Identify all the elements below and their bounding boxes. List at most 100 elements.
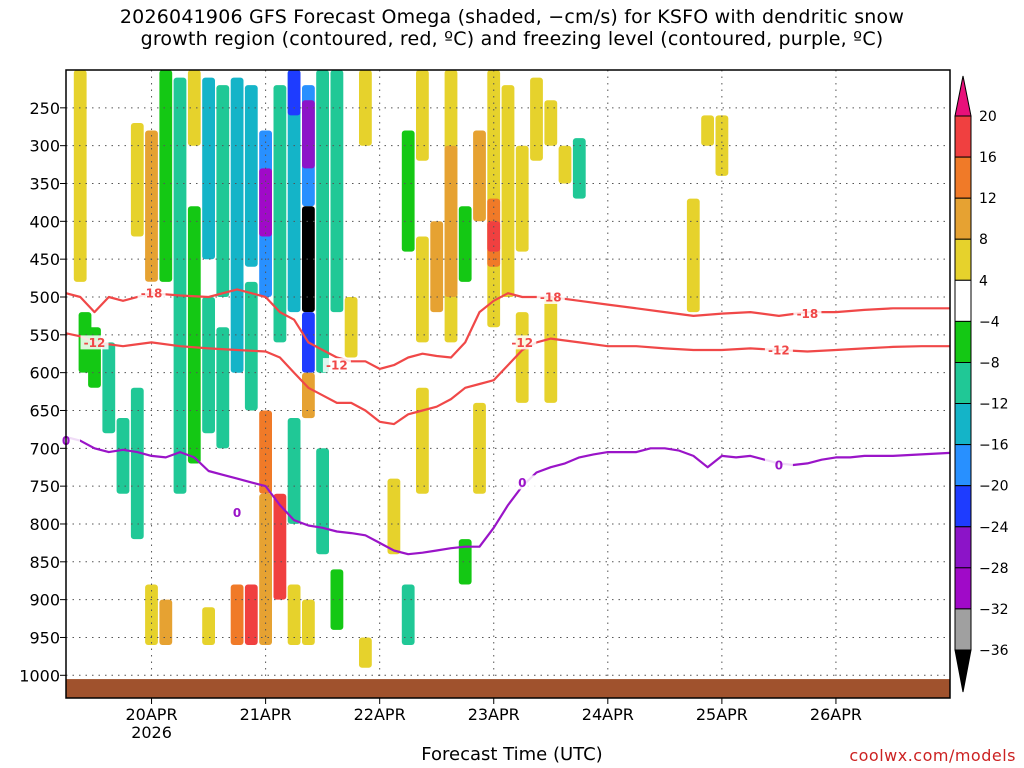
omega-cell <box>515 145 529 252</box>
chart-title: 2026041906 GFS Forecast Omega (shaded, −… <box>0 6 1024 50</box>
y-axis: 250 300 350 400 450 500 550 600 650 700 750 800 850 9… <box>19 99 66 685</box>
y-tick-label: 250 <box>29 99 60 118</box>
y-tick-label: 550 <box>29 326 60 345</box>
y-tick-label: 850 <box>29 553 60 572</box>
omega-cell <box>159 599 173 645</box>
y-tick-label: 1000 <box>19 666 60 685</box>
colorbar-bottom-triangle <box>954 649 972 693</box>
omega-cell <box>544 100 558 146</box>
y-tick-label: 700 <box>29 439 60 458</box>
omega-cell <box>387 478 401 555</box>
omega-cell <box>430 221 444 313</box>
snow-growth-contour-label: -12 <box>768 343 790 357</box>
x-tick-label: 26APR <box>810 705 862 724</box>
snow-growth-contour-label-bg <box>536 289 565 304</box>
y-tick-label: 300 <box>29 137 60 156</box>
snow-growth-contour <box>66 288 950 370</box>
colorbar: 20 16 12 8 4 −4 −8 −12 −16 −20 −24 −28 −32 −36 <box>954 75 1009 693</box>
omega-cell <box>102 342 116 434</box>
colorbar-top-triangle <box>954 75 972 117</box>
snow-growth-contour-label: -18 <box>540 290 562 304</box>
colorbar-swatch <box>954 320 972 363</box>
x-tick-label: 25APR <box>696 705 748 724</box>
omega-cell <box>401 130 415 252</box>
omega-cell <box>287 70 301 116</box>
omega-cell <box>359 637 372 668</box>
omega-cell <box>145 584 158 645</box>
surface-ground-band <box>66 679 950 698</box>
x-tick-label: 21APR <box>240 705 292 724</box>
omega-cell <box>416 70 429 161</box>
grid-layer <box>66 70 950 698</box>
snow-growth-contour-label: -18 <box>141 287 163 301</box>
omega-cell <box>572 138 586 199</box>
colorbar-label: −28 <box>979 561 1009 577</box>
x-tick-label: 24APR <box>582 705 634 724</box>
omega-cell <box>416 387 429 494</box>
omega-cell <box>330 70 344 313</box>
omega-cell <box>116 418 130 494</box>
omega-cell <box>287 70 301 313</box>
omega-cell <box>173 77 187 494</box>
snow-growth-contour-label: -12 <box>84 336 106 350</box>
x-axis-title: Forecast Time (UTC) <box>421 744 603 765</box>
omega-cell <box>501 85 515 297</box>
colorbar-swatch <box>954 608 972 651</box>
y-tick-label: 500 <box>29 288 60 307</box>
omega-cell <box>330 569 344 630</box>
omega-cell <box>316 448 329 555</box>
omega-cell <box>302 206 315 313</box>
x-tick-sublabel: 2026 <box>131 723 172 742</box>
colorbar-label: −12 <box>979 397 1009 413</box>
snow-growth-contour-label-bg <box>793 306 822 321</box>
y-tick-label: 950 <box>29 628 60 647</box>
colorbar-label: −8 <box>979 356 1000 372</box>
omega-cell <box>187 206 201 464</box>
colorbar-swatch <box>954 485 972 528</box>
omega-cell <box>202 297 215 434</box>
omega-cell <box>316 70 329 373</box>
colorbar-swatch <box>954 156 972 199</box>
chart-title-line-2: growth region (contoured, red, ºC) and f… <box>140 28 884 50</box>
snow-growth-contour-label-bg <box>764 342 793 357</box>
plot-border <box>65 69 951 699</box>
omega-cell <box>344 297 358 358</box>
colorbar-label: −36 <box>979 643 1009 659</box>
omega-cell <box>287 418 301 524</box>
omega-cell <box>558 145 572 184</box>
omega-cell <box>244 584 258 645</box>
omega-cell <box>259 493 272 645</box>
omega-cell <box>244 281 258 411</box>
colorbar-swatch <box>954 526 972 569</box>
x-tick-label: 20APR <box>126 705 178 724</box>
snow-growth-contour-label: -12 <box>511 336 533 350</box>
omega-cell <box>273 85 287 343</box>
y-tick-label: 600 <box>29 364 60 383</box>
omega-cell <box>458 206 472 282</box>
colorbar-swatch <box>954 567 972 610</box>
snow-growth-contour-label: -18 <box>797 307 819 321</box>
omega-cell <box>130 387 144 540</box>
colorbar-swatch <box>954 362 972 405</box>
colorbar-swatch <box>954 444 972 487</box>
chart-title-line-1: 2026041906 GFS Forecast Omega (shaded, −… <box>119 6 905 28</box>
omega-cell <box>259 410 272 494</box>
omega-cell <box>473 402 486 494</box>
y-tick-label: 450 <box>29 250 60 269</box>
omega-cell <box>544 297 558 403</box>
colorbar-swatch <box>954 115 972 158</box>
omega-cell <box>73 70 87 282</box>
omega-cell <box>130 123 144 237</box>
colorbar-label: 4 <box>979 273 988 289</box>
colorbar-swatch <box>954 238 972 281</box>
omega-cell <box>187 70 201 146</box>
x-tick-label: 22APR <box>354 705 406 724</box>
colorbar-label: −16 <box>979 438 1009 454</box>
omega-cell <box>159 70 173 282</box>
omega-cell <box>686 198 700 313</box>
colorbar-label: −4 <box>979 314 1000 330</box>
omega-cell <box>202 77 215 260</box>
